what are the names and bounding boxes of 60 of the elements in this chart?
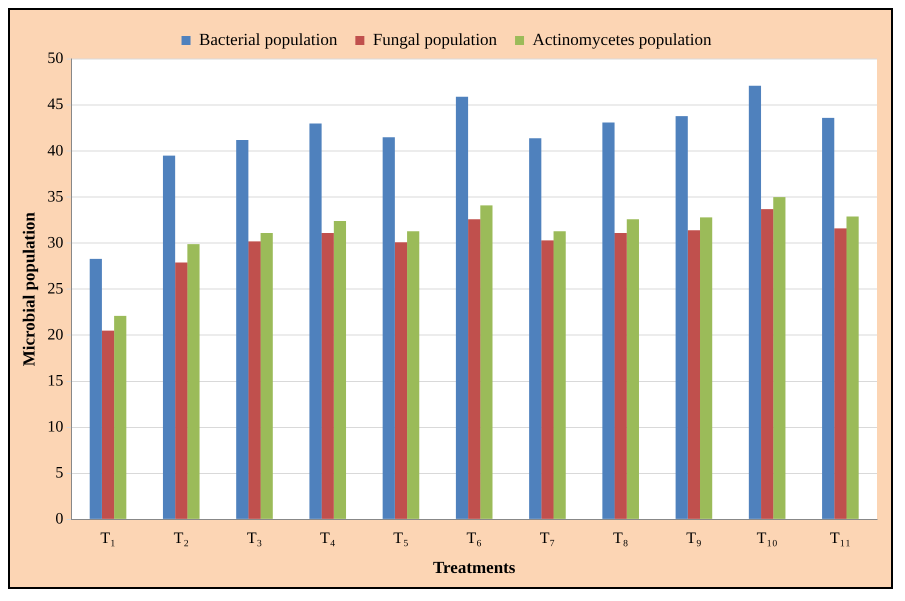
y-tick-label: 50 bbox=[47, 50, 64, 68]
y-tick-label: 0 bbox=[55, 510, 64, 528]
bar bbox=[554, 231, 566, 519]
y-tick-label: 45 bbox=[47, 96, 64, 114]
y-tick-label: 20 bbox=[47, 326, 64, 344]
bar bbox=[700, 217, 712, 519]
bar bbox=[322, 233, 334, 519]
bar bbox=[688, 230, 700, 519]
x-tick-label: T₇ bbox=[540, 530, 556, 548]
bar bbox=[248, 241, 261, 519]
legend-label: Fungal population bbox=[372, 30, 498, 49]
bar bbox=[748, 86, 762, 519]
bar bbox=[309, 123, 322, 519]
bar bbox=[626, 219, 639, 519]
y-tick-label: 30 bbox=[47, 234, 64, 252]
y-tick-label: 10 bbox=[47, 418, 64, 436]
bar bbox=[260, 233, 273, 519]
bar bbox=[90, 258, 102, 519]
x-tick-label: T₈ bbox=[612, 530, 628, 548]
x-tick-label: T₁₀ bbox=[756, 530, 778, 548]
bar bbox=[773, 197, 786, 519]
bar bbox=[456, 96, 468, 519]
x-tick-label: T₂ bbox=[174, 530, 189, 548]
x-tick-label: T₃ bbox=[246, 530, 262, 548]
bar bbox=[114, 316, 126, 519]
bar bbox=[102, 330, 114, 519]
bar bbox=[382, 137, 395, 519]
bar bbox=[602, 122, 615, 519]
x-tick-label: T₁ bbox=[100, 530, 116, 548]
bar bbox=[162, 156, 176, 519]
legend-label: Actinomycetes population bbox=[532, 30, 712, 49]
y-tick-label: 5 bbox=[55, 464, 64, 482]
bar bbox=[407, 231, 420, 519]
bar bbox=[834, 228, 846, 519]
bar bbox=[175, 262, 188, 519]
bar bbox=[676, 116, 688, 519]
bar bbox=[529, 138, 542, 519]
bar bbox=[822, 118, 834, 519]
bar bbox=[846, 216, 859, 519]
y-tick-label: 40 bbox=[47, 142, 64, 160]
bar bbox=[614, 233, 627, 519]
x-tick-label: T₄ bbox=[320, 530, 336, 548]
y-tick-label: 15 bbox=[47, 372, 64, 390]
y-tick-label: 25 bbox=[47, 280, 64, 298]
x-tick-label: T₁₁ bbox=[830, 530, 851, 548]
bar bbox=[541, 240, 554, 519]
y-tick-label: 35 bbox=[47, 188, 64, 206]
y-axis-title: Microbial population bbox=[20, 212, 39, 366]
bar bbox=[761, 209, 774, 519]
x-tick-label: T₆ bbox=[466, 530, 482, 548]
bar bbox=[236, 140, 248, 519]
legend-label: Bacterial population bbox=[199, 30, 338, 49]
bar bbox=[334, 221, 346, 519]
x-tick-label: T₉ bbox=[686, 530, 702, 548]
bar bbox=[187, 244, 200, 519]
bar bbox=[468, 219, 480, 519]
bar bbox=[394, 242, 408, 519]
x-axis-title: Treatments bbox=[432, 558, 516, 578]
bar bbox=[480, 205, 493, 519]
x-tick-label: T₅ bbox=[393, 530, 409, 548]
